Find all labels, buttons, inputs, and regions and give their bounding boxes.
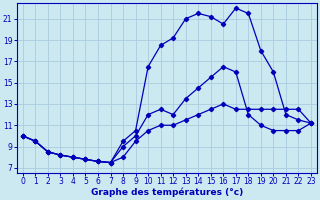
X-axis label: Graphe des températures (°c): Graphe des températures (°c) xyxy=(91,188,243,197)
